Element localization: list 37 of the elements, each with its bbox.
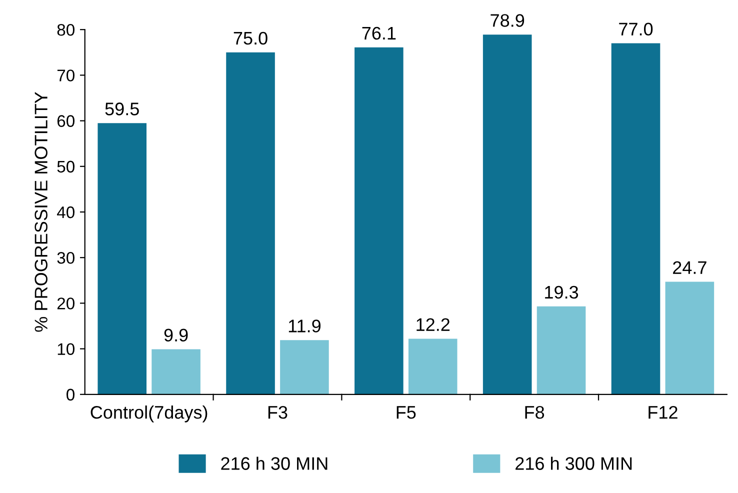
data-label: 59.5	[105, 102, 139, 116]
x-tick-label: F5	[396, 406, 416, 419]
y-tick-label: 80	[57, 24, 74, 36]
bar	[98, 123, 147, 394]
bar	[536, 306, 586, 394]
legend-label: 216 h 300 MIN	[516, 456, 632, 470]
y-tick-label: 0	[66, 388, 74, 401]
bar	[611, 43, 660, 394]
bar	[354, 47, 404, 394]
bar	[665, 282, 714, 394]
bar	[482, 34, 532, 394]
data-label: 77.0	[619, 22, 653, 36]
x-tick-label: Control(7days)	[90, 406, 208, 422]
y-tick-label: 10	[58, 343, 74, 355]
data-label: 76.1	[362, 26, 396, 40]
y-tick-label: 50	[57, 160, 74, 173]
x-tick-label: F8	[525, 406, 544, 419]
y-tick-label: 60	[57, 115, 74, 127]
data-label: 24.7	[673, 261, 706, 274]
bar	[152, 349, 200, 394]
data-label: 11.9	[288, 320, 321, 332]
data-label: 75.0	[234, 32, 268, 45]
data-label: 19.3	[545, 286, 578, 299]
bar	[280, 340, 329, 394]
bar	[226, 52, 275, 394]
legend-label: 216 h 30 MIN	[221, 456, 328, 470]
y-tick-label: 40	[56, 206, 74, 218]
y-axis-title: % PROGRESSIVE MOTILITY	[34, 92, 48, 332]
y-tick-label: 20	[57, 298, 74, 310]
x-tick-label: F12	[648, 406, 678, 419]
data-label: 12.2	[416, 318, 450, 331]
y-tick-label: 30	[57, 252, 74, 264]
bar	[408, 338, 458, 394]
data-label: 78.9	[490, 14, 524, 27]
x-tick-label: F3	[268, 406, 288, 419]
data-label: 9.9	[164, 328, 188, 342]
y-tick-label: 70	[57, 70, 74, 82]
